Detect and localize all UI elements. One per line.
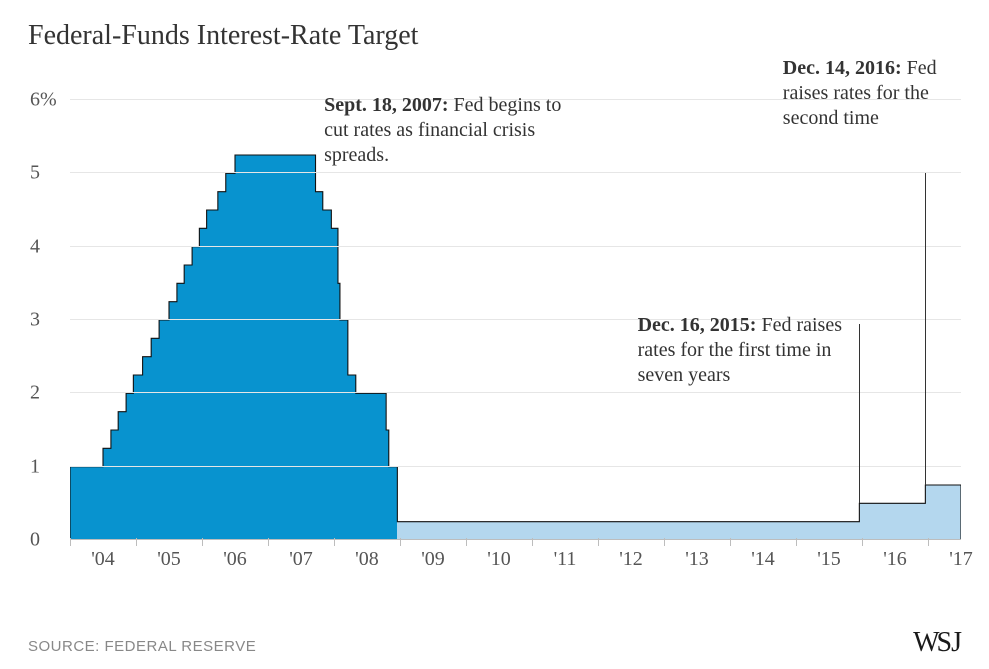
rate-segment <box>177 283 184 540</box>
rate-segment <box>133 375 142 540</box>
rate-segment <box>169 302 177 540</box>
rate-segment <box>199 228 206 540</box>
chart: 0123456%Sept. 18, 2007: Fed begins to cu… <box>28 100 961 580</box>
rate-segment <box>356 393 386 540</box>
x-tick-label: '10 <box>487 548 511 571</box>
annotation: Dec. 16, 2015: Fed raises rates for the … <box>638 313 849 388</box>
x-tick-label: '16 <box>883 548 907 571</box>
rate-segment <box>207 210 218 540</box>
y-tick-label: 6% <box>30 89 70 112</box>
annotation-leader-line <box>925 173 926 485</box>
y-tick-label: 0 <box>30 529 70 552</box>
chart-title: Federal-Funds Interest-Rate Target <box>28 20 961 52</box>
rate-segment <box>389 467 398 540</box>
x-tick-label: '04 <box>91 548 115 571</box>
gridline <box>70 392 961 393</box>
x-tick-label: '05 <box>157 548 181 571</box>
x-tick-label: '09 <box>421 548 445 571</box>
plot-area: 0123456%Sept. 18, 2007: Fed begins to cu… <box>70 100 961 540</box>
x-tick-label: '14 <box>751 548 775 571</box>
gridline <box>70 539 961 540</box>
annotation-date: Dec. 16, 2015: <box>638 314 762 336</box>
x-axis: '04'05'06'07'08'09'10'11'12'13'14'15'16'… <box>70 546 961 580</box>
y-tick-label: 2 <box>30 382 70 405</box>
x-tick-label: '12 <box>619 548 643 571</box>
rate-segment <box>331 228 338 540</box>
rate-segment <box>103 448 111 540</box>
rate-segment <box>159 320 169 540</box>
rate-segment <box>151 338 159 540</box>
rate-segment <box>143 357 152 540</box>
x-tick-label: '15 <box>817 548 841 571</box>
x-tick-label: '17 <box>949 548 973 571</box>
annotation-date: Sept. 18, 2007: <box>324 94 453 116</box>
y-tick-label: 3 <box>30 309 70 332</box>
annotation: Dec. 14, 2016: Fed raises rates for the … <box>783 56 948 131</box>
source-text: SOURCE: FEDERAL RESERVE <box>28 638 256 655</box>
x-tick-label: '08 <box>355 548 379 571</box>
gridline <box>70 246 961 247</box>
annotation-date: Dec. 14, 2016: <box>783 57 907 79</box>
rate-segment <box>340 320 348 540</box>
rate-segment <box>184 265 192 540</box>
rate-segment <box>111 430 118 540</box>
rate-segment <box>118 412 126 540</box>
gridline <box>70 466 961 467</box>
rate-segment <box>859 503 925 540</box>
wsj-logo: WSJ <box>913 627 961 659</box>
rate-segment <box>235 155 316 540</box>
rate-segment <box>925 485 961 540</box>
y-tick-label: 4 <box>30 235 70 258</box>
x-tick-label: '07 <box>289 548 313 571</box>
rate-segment <box>218 192 226 540</box>
y-tick-label: 1 <box>30 455 70 478</box>
gridline <box>70 172 961 173</box>
y-tick-label: 5 <box>30 162 70 185</box>
rate-segment <box>323 210 332 540</box>
x-tick-label: '13 <box>685 548 709 571</box>
rate-segment <box>316 192 323 540</box>
rate-segment <box>226 173 235 540</box>
rate-segment <box>348 375 356 540</box>
rate-segment <box>70 467 103 540</box>
annotation-leader-line <box>859 324 860 504</box>
x-tick-label: '11 <box>554 548 577 571</box>
rate-segment <box>126 393 133 540</box>
annotation: Sept. 18, 2007: Fed begins to cut rates … <box>324 93 588 168</box>
x-tick-label: '06 <box>223 548 247 571</box>
